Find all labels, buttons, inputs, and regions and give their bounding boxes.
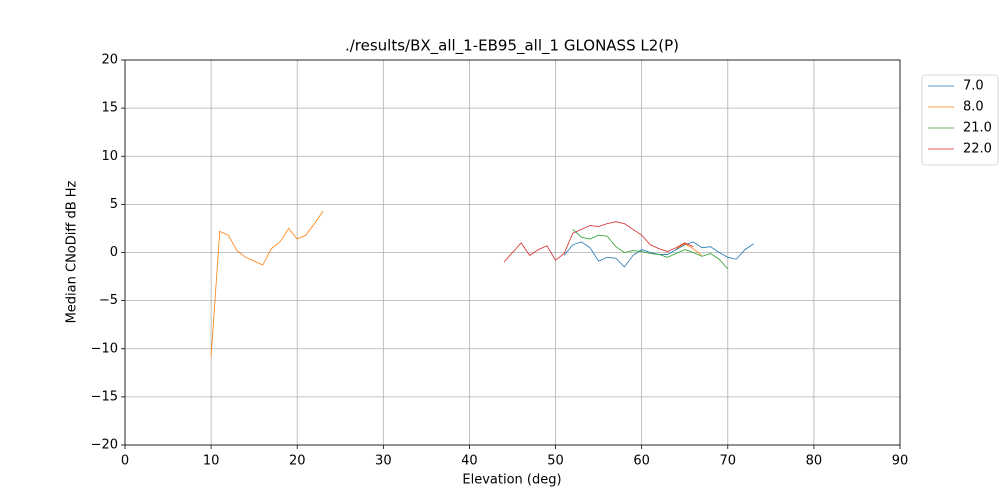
series-line xyxy=(210,210,703,357)
x-tick-label: 90 xyxy=(892,454,909,469)
legend-box xyxy=(921,74,999,166)
series-line xyxy=(572,229,729,270)
legend-label: 21.0 xyxy=(963,121,992,136)
x-tick-label: 60 xyxy=(633,454,650,469)
y-tick-label: −15 xyxy=(91,389,118,404)
x-tick-label: 30 xyxy=(375,454,392,469)
y-tick-label: 10 xyxy=(101,149,118,164)
plot-frame xyxy=(124,59,901,446)
y-tick-label: −20 xyxy=(91,438,118,453)
x-tick-label: 10 xyxy=(203,454,220,469)
y-tick-label: 20 xyxy=(101,53,118,68)
y-tick-label: 15 xyxy=(101,101,118,116)
series-line xyxy=(503,221,694,263)
chart-title: ./results/BX_all_1-EB95_all_1 GLONASS L2… xyxy=(345,37,679,56)
y-axis-label: Median CNoDiff dB Hz xyxy=(65,180,80,323)
legend-label: 7.0 xyxy=(963,79,984,94)
x-tick-label: 50 xyxy=(547,454,564,469)
x-tick-label: 0 xyxy=(121,454,129,469)
y-tick-label: 0 xyxy=(110,245,118,260)
y-tick-label: −10 xyxy=(91,341,118,356)
x-axis-label: Elevation (deg) xyxy=(462,473,561,488)
x-tick-label: 40 xyxy=(461,454,478,469)
legend-label: 8.0 xyxy=(963,100,984,115)
y-tick-label: 5 xyxy=(110,197,118,212)
x-tick-label: 80 xyxy=(806,454,823,469)
x-tick-label: 70 xyxy=(720,454,737,469)
x-tick-label: 20 xyxy=(289,454,306,469)
legend-label: 22.0 xyxy=(963,142,992,157)
y-tick-label: −5 xyxy=(99,293,118,308)
